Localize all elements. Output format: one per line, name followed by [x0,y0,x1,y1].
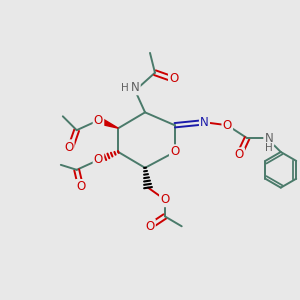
Text: O: O [64,140,74,154]
Text: H: H [122,82,129,93]
Text: O: O [170,146,179,158]
Text: O: O [235,148,244,161]
Text: N: N [131,81,140,94]
Text: O: O [94,114,103,127]
Text: O: O [160,193,170,206]
Text: H: H [265,143,273,153]
Text: O: O [169,72,178,85]
Polygon shape [97,117,118,128]
Text: O: O [223,119,232,132]
Text: O: O [76,180,85,193]
Text: N: N [265,132,273,145]
Text: N: N [200,116,209,129]
Text: O: O [146,220,154,233]
Text: O: O [94,153,103,167]
